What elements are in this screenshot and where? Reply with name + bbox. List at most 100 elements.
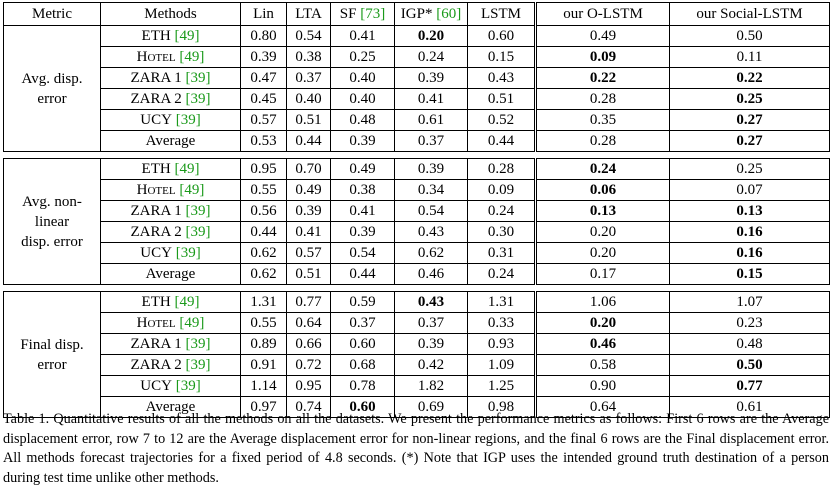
value-cell: 0.57 (240, 109, 287, 131)
value-cell: 0.38 (286, 46, 331, 68)
value-cell: 0.25 (330, 46, 395, 68)
value-cell: 0.13 (534, 200, 670, 222)
table-row: UCY [39] 1.14 0.95 0.78 1.82 1.25 0.90 0.77 (4, 375, 830, 397)
table-row: Hotel [49] 0.55 0.49 0.38 0.34 0.09 0.06 0.07 (4, 179, 830, 201)
group-separator-cell (4, 152, 830, 159)
table-row: ZARA 2 [39] 0.91 0.72 0.68 0.42 1.09 0.58 0.50 (4, 354, 830, 376)
dataset-name-cell: ZARA 1 [39] (100, 200, 241, 222)
table-row: ZARA 2 [39] 0.44 0.41 0.39 0.43 0.30 0.20 0.16 (4, 221, 830, 243)
header-lta: LTA (286, 2, 331, 26)
dataset-citation[interactable]: [39] (185, 336, 211, 352)
value-cell: 0.37 (394, 312, 468, 334)
value-cell: 0.61 (669, 396, 830, 418)
value-cell: 0.62 (394, 242, 468, 264)
value-cell: 0.44 (467, 130, 536, 152)
table-row: ZARA 1 [39] 0.89 0.66 0.60 0.39 0.93 0.46 0.48 (4, 333, 830, 355)
dataset-name: UCY (140, 112, 172, 128)
table-row: Avg. non-linear disp. error ETH [49] 0.95 0.… (3, 158, 830, 285)
value-cell: 0.40 (286, 88, 331, 110)
value-cell: 0.39 (394, 333, 468, 355)
dataset-citation[interactable]: [49] (174, 28, 200, 44)
dataset-name: UCY (140, 245, 172, 261)
dataset-citation[interactable]: [49] (174, 161, 200, 177)
table-row: Avg. disp. error ETH [49] 0.80 0.54 0.41 0.20 0… (3, 25, 830, 152)
value-cell: 0.22 (669, 67, 830, 89)
value-cell: 0.30 (467, 221, 536, 243)
dataset-citation[interactable]: [39] (185, 91, 211, 107)
dataset-name: ZARA 2 (130, 224, 182, 240)
dataset-name: Hotel (136, 182, 176, 198)
value-cell: 1.07 (669, 291, 830, 313)
value-cell: 1.25 (467, 375, 536, 397)
dataset-name-cell: ETH [49] (100, 291, 241, 313)
table-caption: Table 1. Quantitative results of all the… (3, 411, 829, 486)
value-cell: 0.49 (534, 25, 670, 47)
value-cell: 0.22 (534, 67, 670, 89)
value-cell: 1.31 (467, 291, 536, 313)
dataset-citation[interactable]: [49] (174, 294, 200, 310)
value-cell: 0.66 (286, 333, 331, 355)
table-row: Average 0.62 0.51 0.44 0.46 0.24 0.17 0.15 (4, 263, 830, 285)
value-cell: 0.31 (467, 242, 536, 264)
results-table: Metric Methods Lin LTA SF [73] IGP* [60]… (3, 2, 830, 418)
value-cell: 0.56 (240, 200, 287, 222)
value-cell: 0.44 (240, 221, 287, 243)
dataset-name: ZARA 1 (130, 203, 182, 219)
value-cell: 0.15 (467, 46, 536, 68)
value-cell: 0.40 (330, 88, 395, 110)
header-igp-citation[interactable]: [60] (436, 6, 462, 22)
value-cell: 0.62 (240, 263, 287, 285)
value-cell: 0.37 (330, 312, 395, 334)
dataset-citation[interactable]: [39] (185, 224, 211, 240)
value-cell: 0.60 (330, 396, 395, 418)
value-cell: 0.54 (394, 200, 468, 222)
value-cell: 0.27 (669, 109, 830, 131)
value-cell: 0.09 (534, 46, 670, 68)
header-methods: Methods (100, 2, 241, 26)
value-cell: 0.43 (467, 67, 536, 89)
value-cell: 0.25 (669, 88, 830, 110)
dataset-name-cell: UCY [39] (100, 109, 241, 131)
value-cell: 0.27 (669, 130, 830, 152)
dataset-citation[interactable]: [39] (185, 70, 211, 86)
value-cell: 0.64 (534, 396, 670, 418)
value-cell: 0.95 (286, 375, 331, 397)
dataset-citation[interactable]: [39] (175, 112, 201, 128)
value-cell: 0.23 (669, 312, 830, 334)
header-row: Metric Methods Lin LTA SF [73] IGP* [60]… (3, 2, 830, 26)
table-row: ZARA 1 [39] 0.56 0.39 0.41 0.54 0.24 0.13 0.13 (4, 200, 830, 222)
metric-cell: Final disp. error (3, 291, 101, 418)
table-row: Average 0.53 0.44 0.39 0.37 0.44 0.28 0.27 (4, 130, 830, 152)
dataset-name-cell: Hotel [49] (100, 179, 241, 201)
metric-cell: Avg. disp. error (3, 25, 101, 152)
dataset-citation[interactable]: [39] (185, 203, 211, 219)
dataset-citation[interactable]: [39] (175, 245, 201, 261)
dataset-name-cell: Average (100, 130, 241, 152)
dataset-citation[interactable]: [39] (175, 378, 201, 394)
header-social-lstm: our Social-LSTM (669, 2, 830, 26)
dataset-citation[interactable]: [39] (185, 357, 211, 373)
dataset-name-cell: ZARA 2 [39] (100, 88, 241, 110)
value-cell: 0.51 (286, 109, 331, 131)
value-cell: 0.07 (669, 179, 830, 201)
header-olstm: our O-LSTM (534, 2, 670, 26)
value-cell: 0.39 (240, 46, 287, 68)
dataset-citation[interactable]: [49] (179, 182, 205, 198)
value-cell: 0.50 (669, 25, 830, 47)
value-cell: 0.55 (240, 312, 287, 334)
value-cell: 0.95 (240, 158, 287, 180)
value-cell: 0.44 (286, 130, 331, 152)
dataset-name: Hotel (136, 49, 176, 65)
value-cell: 0.09 (467, 179, 536, 201)
dataset-citation[interactable]: [49] (179, 315, 205, 331)
value-cell: 0.25 (669, 158, 830, 180)
value-cell: 0.41 (286, 221, 331, 243)
dataset-citation[interactable]: [49] (179, 49, 205, 65)
value-cell: 0.06 (534, 179, 670, 201)
table-row: Hotel [49] 0.39 0.38 0.25 0.24 0.15 0.09 0.11 (4, 46, 830, 68)
value-cell: 0.78 (330, 375, 395, 397)
value-cell: 0.39 (330, 130, 395, 152)
group-separator-cell (4, 285, 830, 292)
header-sf-citation[interactable]: [73] (360, 6, 386, 22)
value-cell: 0.90 (534, 375, 670, 397)
